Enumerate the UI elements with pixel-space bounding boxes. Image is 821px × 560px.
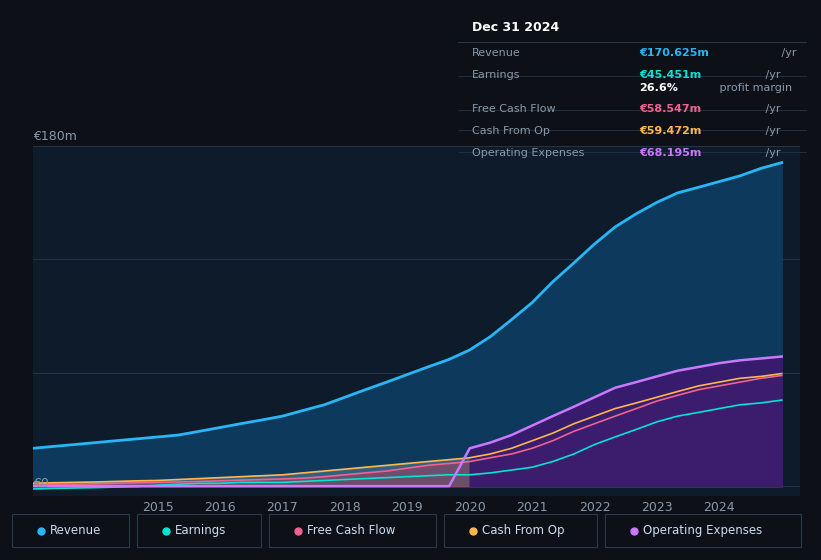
Text: Earnings: Earnings bbox=[472, 70, 521, 80]
Text: €58.547m: €58.547m bbox=[640, 104, 702, 114]
Text: €59.472m: €59.472m bbox=[640, 125, 702, 136]
Bar bbox=[11, 514, 129, 547]
Text: profit margin: profit margin bbox=[717, 83, 792, 93]
Bar bbox=[269, 514, 436, 547]
Text: €170.625m: €170.625m bbox=[640, 48, 709, 58]
Text: Revenue: Revenue bbox=[472, 48, 521, 58]
Text: €68.195m: €68.195m bbox=[640, 148, 702, 158]
Bar bbox=[605, 514, 801, 547]
Text: €45.451m: €45.451m bbox=[640, 70, 702, 80]
Text: Operating Expenses: Operating Expenses bbox=[643, 524, 762, 537]
Text: /yr: /yr bbox=[777, 48, 796, 58]
Text: Dec 31 2024: Dec 31 2024 bbox=[472, 21, 559, 35]
Text: Earnings: Earnings bbox=[175, 524, 226, 537]
Text: 26.6%: 26.6% bbox=[640, 83, 678, 93]
Bar bbox=[137, 514, 261, 547]
Text: Revenue: Revenue bbox=[50, 524, 101, 537]
Text: Free Cash Flow: Free Cash Flow bbox=[307, 524, 395, 537]
Text: €0: €0 bbox=[33, 477, 48, 490]
Text: /yr: /yr bbox=[763, 70, 781, 80]
Text: /yr: /yr bbox=[763, 104, 781, 114]
Text: €180m: €180m bbox=[33, 130, 76, 143]
Bar bbox=[444, 514, 597, 547]
Text: Cash From Op: Cash From Op bbox=[482, 524, 565, 537]
Text: /yr: /yr bbox=[763, 148, 781, 158]
Text: /yr: /yr bbox=[763, 125, 781, 136]
Text: Cash From Op: Cash From Op bbox=[472, 125, 550, 136]
Text: Operating Expenses: Operating Expenses bbox=[472, 148, 585, 158]
Text: Free Cash Flow: Free Cash Flow bbox=[472, 104, 556, 114]
